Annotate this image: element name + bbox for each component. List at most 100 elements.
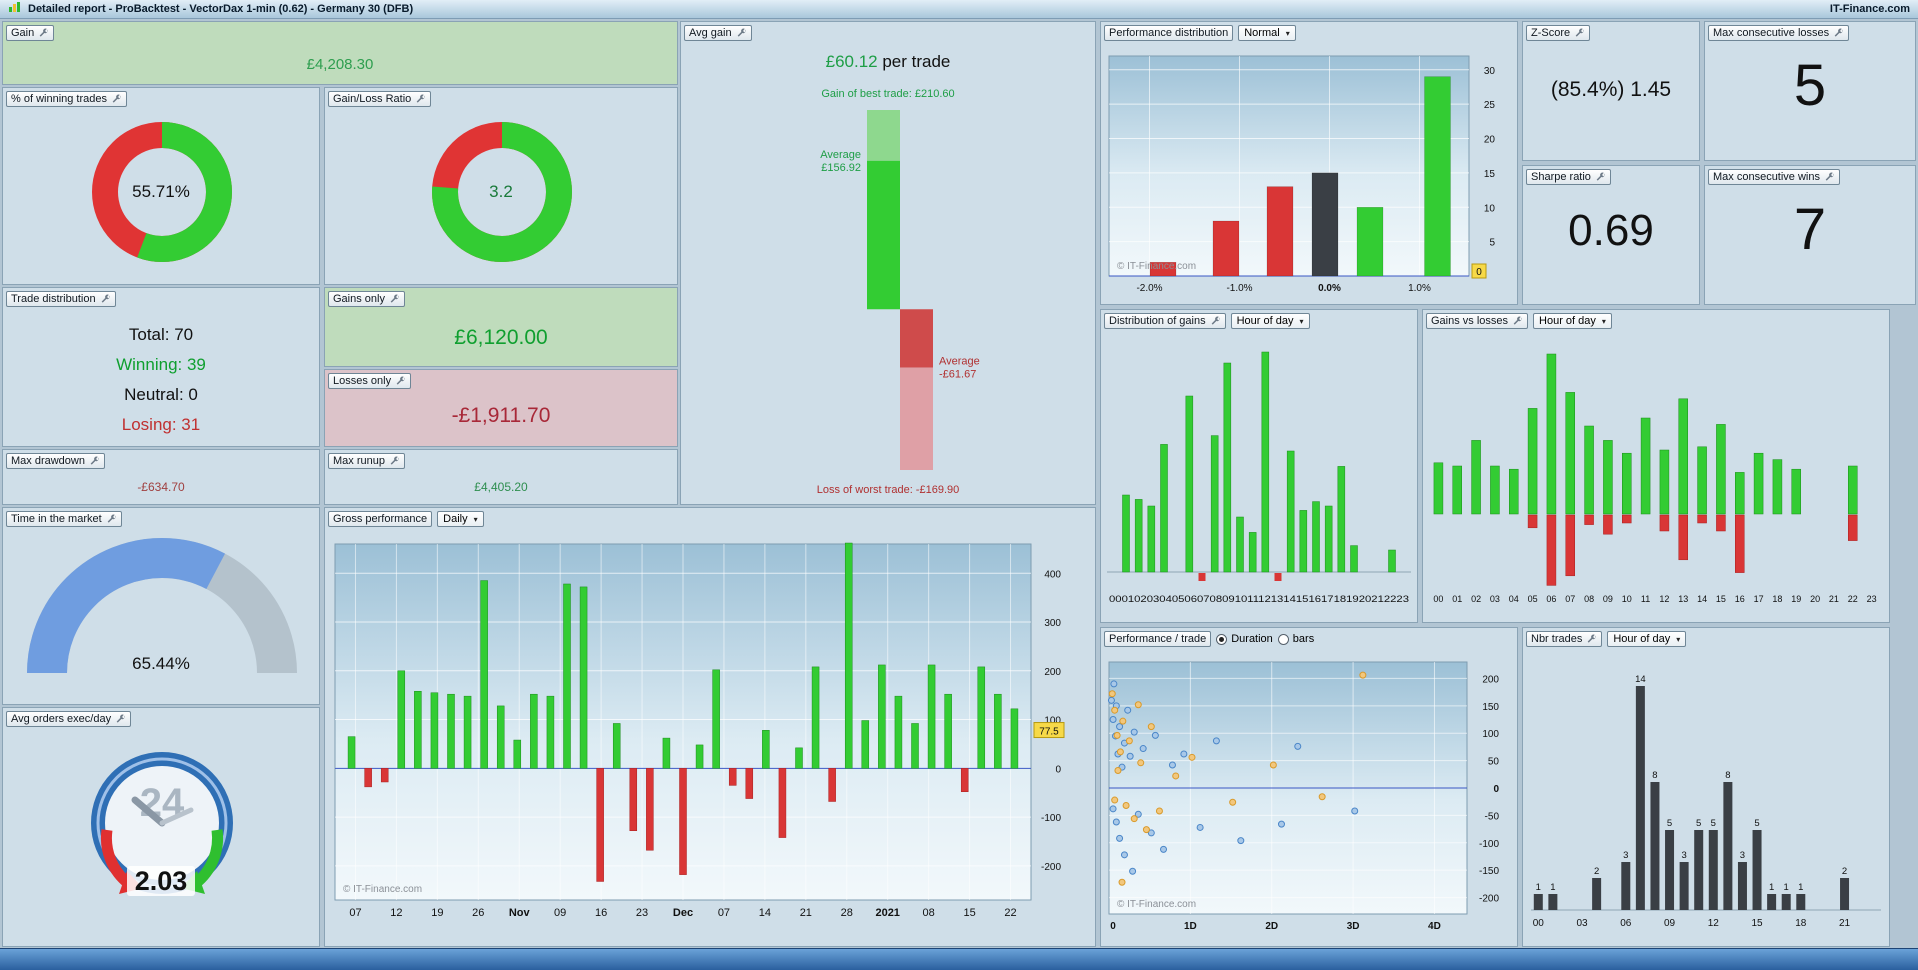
svg-text:5: 5: [1754, 818, 1759, 829]
wrench-icon[interactable]: [1824, 172, 1835, 183]
distribution-of-gains-panel: Distribution of gains Hour of day ▾ 00010…: [1100, 309, 1418, 623]
gain-label: Gain: [11, 27, 35, 39]
sharpe-ratio-panel: Sharpe ratio 0.69: [1522, 165, 1700, 305]
z-score-chip: Z-Score: [1526, 25, 1591, 41]
wrench-icon[interactable]: [111, 94, 122, 105]
svg-text:3: 3: [1623, 850, 1628, 861]
gains-vs-losses-label: Gains vs losses: [1431, 315, 1509, 327]
svg-text:2D: 2D: [1265, 921, 1278, 932]
svg-text:14: 14: [759, 907, 771, 919]
svg-text:21: 21: [800, 907, 812, 919]
gross-performance-chart: 07 12 19 26 Nov 09 16 23 Dec 07 14 21 28 2021 08 15 22 40…: [327, 534, 1093, 949]
svg-text:09: 09: [1603, 594, 1613, 604]
pct-winning-label: % of winning trades: [11, 93, 107, 105]
performance-distribution-label: Performance distribution: [1109, 27, 1229, 39]
gain-loss-ratio-label: Gain/Loss Ratio: [333, 93, 412, 105]
wrench-icon[interactable]: [1586, 634, 1597, 645]
performance-per-trade-label: Performance / trade: [1109, 633, 1207, 645]
bottom-strip: [0, 948, 1918, 970]
chevron-down-icon: ▾: [1676, 634, 1681, 644]
svg-text:17: 17: [1754, 594, 1764, 604]
svg-text:0: 0: [1055, 764, 1061, 775]
period-dropdown[interactable]: Hour of day ▾: [1607, 631, 1687, 647]
wrench-icon[interactable]: [415, 94, 426, 105]
losses-only-label: Losses only: [333, 375, 392, 387]
wrench-icon[interactable]: [1833, 28, 1844, 39]
svg-text:00: 00: [1533, 918, 1545, 929]
svg-text:04: 04: [1509, 594, 1519, 604]
svg-text:1.0%: 1.0%: [1408, 283, 1431, 294]
gain-value: £4,208.30: [306, 56, 374, 73]
svg-text:© IT-Finance.com: © IT-Finance.com: [1117, 261, 1196, 272]
svg-text:15: 15: [963, 907, 975, 919]
max-runup-label: Max runup: [333, 455, 385, 467]
period-dropdown[interactable]: Daily ▾: [437, 511, 484, 527]
wrench-icon[interactable]: [1210, 316, 1221, 327]
gain-panel: Gain £4,208.30: [2, 21, 678, 85]
svg-text:19: 19: [1791, 594, 1801, 604]
svg-text:05: 05: [1528, 594, 1538, 604]
wrench-icon[interactable]: [106, 514, 117, 525]
radio-dot-selected: [1216, 633, 1228, 645]
sharpe-ratio-chip: Sharpe ratio: [1526, 169, 1611, 185]
svg-text:00: 00: [1433, 594, 1443, 604]
svg-text:8: 8: [1725, 770, 1730, 781]
avg-gain-bars-chart: Average £156.92 Average -£61.67: [681, 106, 1097, 478]
max-runup-value: £4,405.20: [474, 480, 528, 494]
wrench-icon[interactable]: [1574, 28, 1585, 39]
svg-text:5: 5: [1711, 818, 1716, 829]
period-dropdown[interactable]: Hour of day ▾: [1230, 313, 1310, 329]
gross-performance-label: Gross performance: [333, 513, 428, 525]
time-in-market-gauge: [27, 538, 297, 678]
svg-text:3D: 3D: [1347, 921, 1360, 932]
wrench-icon[interactable]: [736, 28, 747, 39]
svg-text:-50: -50: [1485, 811, 1500, 822]
avg-orders-label: Avg orders exec/day: [11, 713, 112, 725]
svg-text:8: 8: [1652, 770, 1657, 781]
time-in-market-panel: Time in the market 65.44%: [2, 507, 320, 705]
radio-bars[interactable]: bars: [1277, 633, 1314, 645]
max-consecutive-wins-chip: Max consecutive wins: [1708, 169, 1840, 185]
wrench-icon[interactable]: [38, 28, 49, 39]
period-dropdown[interactable]: Hour of day ▾: [1533, 313, 1612, 329]
trades-losing: Losing: 31: [121, 415, 201, 434]
wrench-icon[interactable]: [100, 294, 111, 305]
trade-distribution-chip: Trade distribution: [6, 291, 116, 307]
svg-text:23: 23: [636, 907, 648, 919]
mode-dropdown[interactable]: Normal ▾: [1238, 25, 1296, 41]
gain-chip: Gain: [6, 25, 55, 41]
performance-distribution-chip: Performance distribution: [1104, 25, 1234, 41]
wrench-icon[interactable]: [115, 714, 126, 725]
svg-text:02: 02: [1471, 594, 1481, 604]
svg-text:15: 15: [1484, 169, 1496, 180]
z-score-value: (85.4%) 1.45: [1550, 78, 1672, 101]
wrench-icon[interactable]: [389, 456, 400, 467]
pct-winning-value: 55.71%: [132, 182, 190, 201]
radio-duration[interactable]: Duration: [1216, 633, 1273, 645]
svg-text:000102030405060708091011121314: 0001020304050607080910111213141516171819…: [1109, 594, 1409, 604]
svg-text:0: 0: [1493, 784, 1499, 795]
gains-only-chip: Gains only: [328, 291, 405, 307]
wrench-icon[interactable]: [395, 376, 406, 387]
svg-text:1D: 1D: [1184, 921, 1197, 932]
losses-only-panel: Losses only -£1,911.70: [324, 369, 678, 447]
svg-text:07: 07: [1565, 594, 1575, 604]
svg-text:09: 09: [554, 907, 566, 919]
svg-text:08: 08: [923, 907, 935, 919]
wrench-icon[interactable]: [389, 294, 400, 305]
svg-text:5: 5: [1667, 818, 1672, 829]
svg-text:16: 16: [1735, 594, 1745, 604]
distribution-of-gains-label: Distribution of gains: [1109, 315, 1206, 327]
trade-distribution-panel: Trade distribution Total: 70 Winning: 39…: [2, 287, 320, 447]
gain-loss-ratio-chip: Gain/Loss Ratio: [328, 91, 432, 107]
gains-only-panel: Gains only £6,120.00: [324, 287, 678, 367]
wrench-icon[interactable]: [1512, 316, 1523, 327]
svg-text:06: 06: [1620, 918, 1632, 929]
time-in-market-value: 65.44%: [132, 654, 190, 673]
losses-only-chip: Losses only: [328, 373, 412, 389]
wrench-icon[interactable]: [1595, 172, 1606, 183]
wrench-icon[interactable]: [89, 456, 100, 467]
svg-text:-1.0%: -1.0%: [1226, 283, 1252, 294]
gains-only-value: £6,120.00: [454, 326, 548, 349]
svg-text:15: 15: [1751, 918, 1763, 929]
